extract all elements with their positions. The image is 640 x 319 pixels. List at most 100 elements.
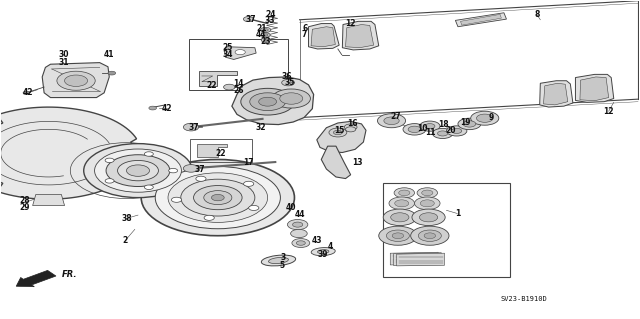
Circle shape [263, 29, 268, 31]
Circle shape [470, 111, 499, 125]
Polygon shape [0, 107, 136, 199]
Polygon shape [390, 252, 438, 265]
Circle shape [329, 128, 347, 137]
Text: 33: 33 [265, 16, 275, 25]
Circle shape [419, 230, 442, 241]
Text: 44: 44 [255, 31, 266, 40]
Circle shape [463, 121, 476, 127]
Polygon shape [456, 13, 506, 27]
Circle shape [346, 127, 356, 132]
Text: 7: 7 [302, 31, 307, 40]
Text: 14: 14 [233, 79, 243, 88]
Circle shape [145, 185, 154, 189]
Circle shape [458, 118, 481, 130]
Bar [189, 139, 252, 162]
Circle shape [105, 179, 114, 183]
Text: 13: 13 [352, 158, 362, 167]
Text: SV23-B1910D: SV23-B1910D [501, 296, 548, 302]
Circle shape [260, 27, 271, 33]
Text: 41: 41 [104, 49, 115, 59]
Text: 21: 21 [256, 24, 266, 33]
Circle shape [106, 155, 170, 187]
Circle shape [422, 190, 433, 196]
Circle shape [183, 165, 198, 172]
Circle shape [403, 123, 426, 135]
Ellipse shape [261, 255, 296, 266]
Circle shape [141, 160, 294, 236]
Polygon shape [317, 122, 366, 152]
Circle shape [196, 176, 206, 181]
Polygon shape [232, 77, 314, 124]
Text: 24: 24 [265, 10, 275, 19]
Text: 32: 32 [256, 122, 266, 132]
Circle shape [420, 121, 440, 131]
Polygon shape [198, 71, 237, 86]
Text: 11: 11 [425, 128, 436, 137]
Circle shape [280, 93, 303, 104]
Circle shape [264, 39, 268, 41]
Circle shape [108, 71, 116, 75]
Text: 30: 30 [58, 50, 68, 59]
Text: 40: 40 [286, 203, 296, 211]
Circle shape [127, 165, 150, 176]
Text: 2: 2 [123, 236, 128, 245]
Circle shape [261, 33, 270, 37]
Circle shape [172, 197, 182, 202]
Circle shape [250, 93, 285, 111]
Polygon shape [308, 24, 339, 49]
Circle shape [156, 167, 280, 229]
Circle shape [420, 200, 435, 207]
Text: 18: 18 [438, 120, 449, 129]
Circle shape [387, 230, 410, 241]
Circle shape [425, 123, 435, 129]
Polygon shape [394, 253, 442, 265]
Circle shape [261, 38, 270, 42]
Polygon shape [321, 146, 351, 179]
Text: 31: 31 [58, 58, 68, 67]
Circle shape [378, 114, 406, 128]
Circle shape [145, 152, 154, 156]
Text: 20: 20 [445, 126, 456, 135]
Text: 3: 3 [280, 254, 285, 263]
Circle shape [383, 209, 417, 226]
Text: 1: 1 [454, 209, 460, 218]
Circle shape [249, 205, 259, 211]
Circle shape [394, 188, 415, 198]
Circle shape [344, 124, 357, 130]
FancyArrow shape [16, 271, 56, 287]
Text: 36: 36 [282, 72, 292, 81]
Polygon shape [543, 83, 568, 105]
Text: 37: 37 [246, 15, 257, 24]
Circle shape [417, 188, 438, 198]
Polygon shape [461, 14, 501, 25]
Text: 28: 28 [20, 196, 30, 205]
Text: 39: 39 [318, 250, 328, 259]
Circle shape [243, 17, 253, 22]
Circle shape [411, 226, 449, 245]
Text: 22: 22 [216, 149, 227, 158]
Circle shape [244, 181, 254, 186]
Text: 37: 37 [188, 122, 199, 132]
Circle shape [204, 215, 214, 220]
Circle shape [264, 34, 268, 36]
Circle shape [57, 71, 95, 90]
Polygon shape [540, 81, 573, 107]
Text: 35: 35 [284, 78, 294, 87]
Circle shape [180, 179, 255, 216]
Circle shape [259, 97, 276, 106]
Circle shape [65, 75, 88, 86]
Ellipse shape [317, 250, 329, 254]
Polygon shape [33, 195, 65, 205]
Circle shape [452, 128, 462, 133]
Text: FR.: FR. [61, 270, 77, 279]
Text: 19: 19 [460, 118, 471, 128]
Circle shape [287, 219, 308, 230]
Text: 38: 38 [122, 214, 132, 223]
Circle shape [392, 233, 404, 239]
Circle shape [424, 233, 436, 239]
Text: 9: 9 [488, 113, 494, 122]
Circle shape [149, 106, 157, 110]
Circle shape [291, 229, 307, 238]
Text: 4: 4 [328, 242, 333, 251]
Text: 25: 25 [222, 43, 232, 52]
